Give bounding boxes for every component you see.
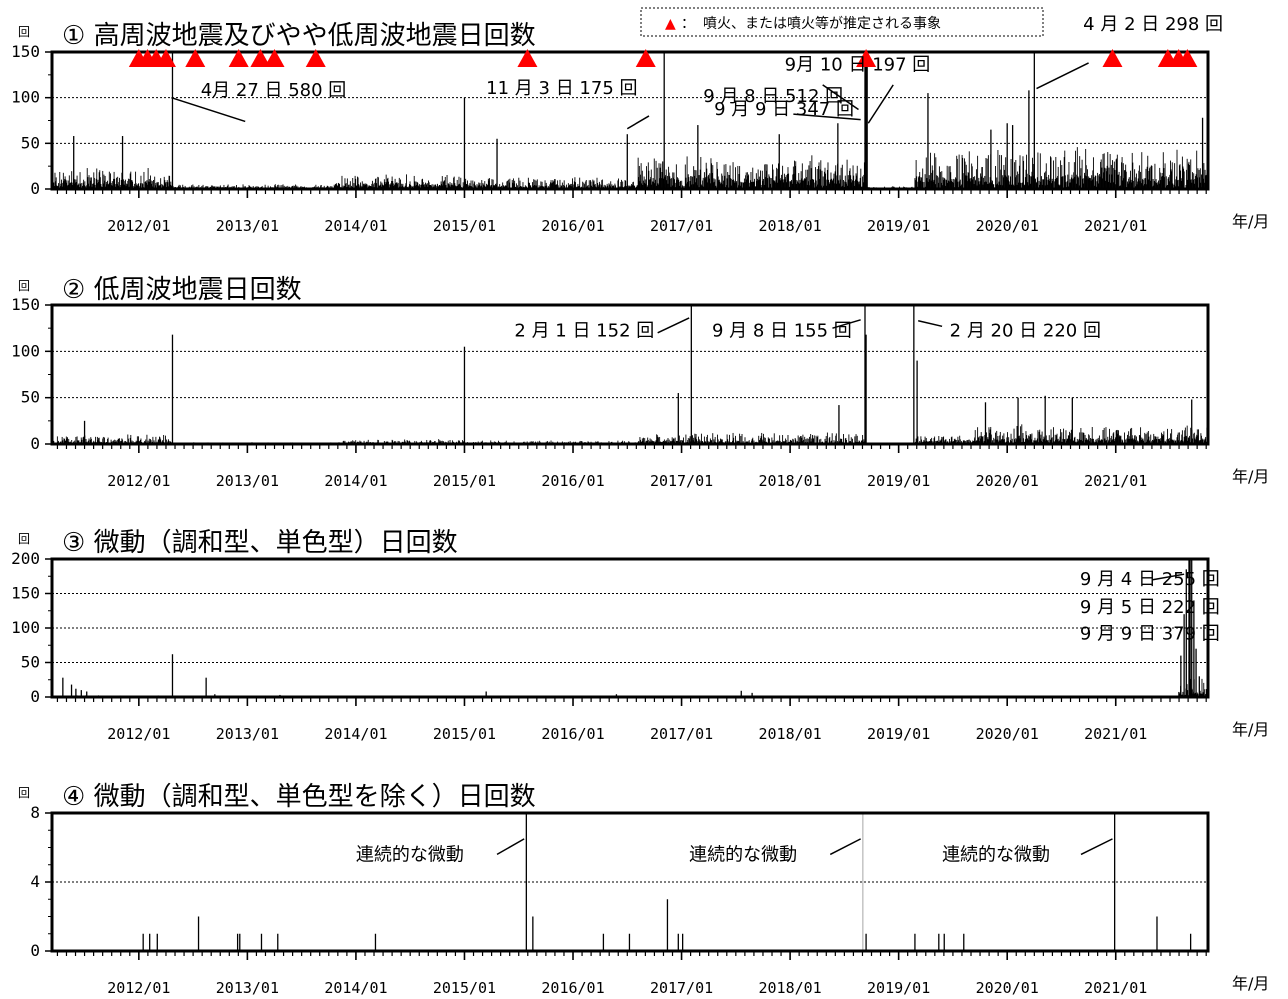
annotation-leader [657,317,690,334]
legend-box [640,7,1044,37]
x-tick-label: 2013/01 [216,472,279,490]
x-tick-label: 2019/01 [867,217,930,235]
annotation-label: 4 月 2 日 298 回 [1083,14,1223,35]
x-tick-label: 2014/01 [324,472,387,490]
annotation-leader [1036,62,1089,90]
panel-title: ① 高周波地震及びやや低周波地震日回数 [62,21,536,51]
eruption-marker [250,49,271,67]
x-tick-label: 2021/01 [1084,217,1147,235]
annotation-label: 9 月 8 日 155 回 [712,321,852,342]
eruption-marker [185,49,206,67]
chart-panel-2: ② 低周波地震日回数 回年/月 0 50 100 150 2012/01 2013/01 201… [11,275,1269,490]
eruption-marker [635,49,656,67]
panel-title: ③ 微動（調和型、単色型）日回数 [62,528,458,558]
annotation-leader [867,84,894,124]
eruption-marker [155,49,176,67]
x-tick-label: 2017/01 [650,217,713,235]
x-tick-label: 2015/01 [433,217,496,235]
annotation-leader [822,84,859,111]
x-tick-label: 2019/01 [867,472,930,490]
y-tick-label: 100 [11,88,40,107]
y-unit-label: 回 [18,25,30,39]
annotation-label: 4月 27 日 580 回 [201,80,347,101]
x-tick-label: 2021/01 [1084,472,1147,490]
y-tick-label: 150 [11,295,40,314]
x-tick-label: 2018/01 [758,217,821,235]
x-tick-label: 2015/01 [433,472,496,490]
x-tick-label: 2020/01 [976,472,1039,490]
x-tick-label: 2012/01 [107,472,170,490]
y-tick-label: 0 [30,434,40,453]
y-tick-label: 50 [21,133,40,152]
annotation-leader [626,115,650,130]
annotation-label: 2 月 1 日 152 回 [514,321,654,342]
legend-text: 噴火、または噴火等が推定される事象 [703,15,941,32]
x-tick-label: 2020/01 [976,217,1039,235]
x-tick-label: 2012/01 [107,217,170,235]
x-tick-label: 2017/01 [650,472,713,490]
annotation-leader [918,320,943,328]
x-unit-label: 年/月 [1232,720,1269,739]
eruption-marker [305,49,326,67]
x-tick-label: 2016/01 [541,472,604,490]
x-tick-label: 2018/01 [758,472,821,490]
x-unit-label: 年/月 [1232,467,1269,486]
eruption-marker [517,49,538,67]
eruption-marker [1177,49,1198,67]
y-tick-label: 150 [11,42,40,61]
annotation-label: 2 月 20 日 220 回 [950,321,1101,342]
y-unit-label: 回 [18,532,30,546]
annotation-label: 9 月 8 日 512 回 [703,86,843,107]
annotation-label: 11 月 3 日 175 回 [486,78,637,99]
annotation-label: 9 月 9 日 347 回 [714,99,854,120]
y-tick-label: 50 [21,388,40,407]
panel-title: ② 低周波地震日回数 [62,275,302,305]
eruption-marker [856,49,877,67]
annotation-label: 9月 10 日 197 回 [785,54,931,75]
y-tick-label: 100 [11,341,40,360]
x-tick-label: 2016/01 [541,217,604,235]
x-tick-label: 2013/01 [216,217,279,235]
x-tick-label: 2014/01 [324,217,387,235]
legend-colon: ： [681,16,695,32]
chart-panel-1: ① 高周波地震及びやや低周波地震日回数 回年/月 0 50 100 150 2012/01 2… [11,14,1269,235]
annotation-leader [793,113,861,121]
eruption-marker [228,49,249,67]
eruption-marker [264,49,285,67]
eruption-legend: ▲ ： 噴火、または噴火等が推定される事象 [640,7,1044,37]
y-unit-label: 回 [18,279,30,293]
eruption-marker [1102,49,1123,67]
legend-symbol: ▲ [665,16,676,32]
y-tick-label: 0 [30,179,40,198]
annotation-leader [832,319,861,329]
x-unit-label: 年/月 [1232,212,1269,231]
annotation-leader [171,96,246,123]
